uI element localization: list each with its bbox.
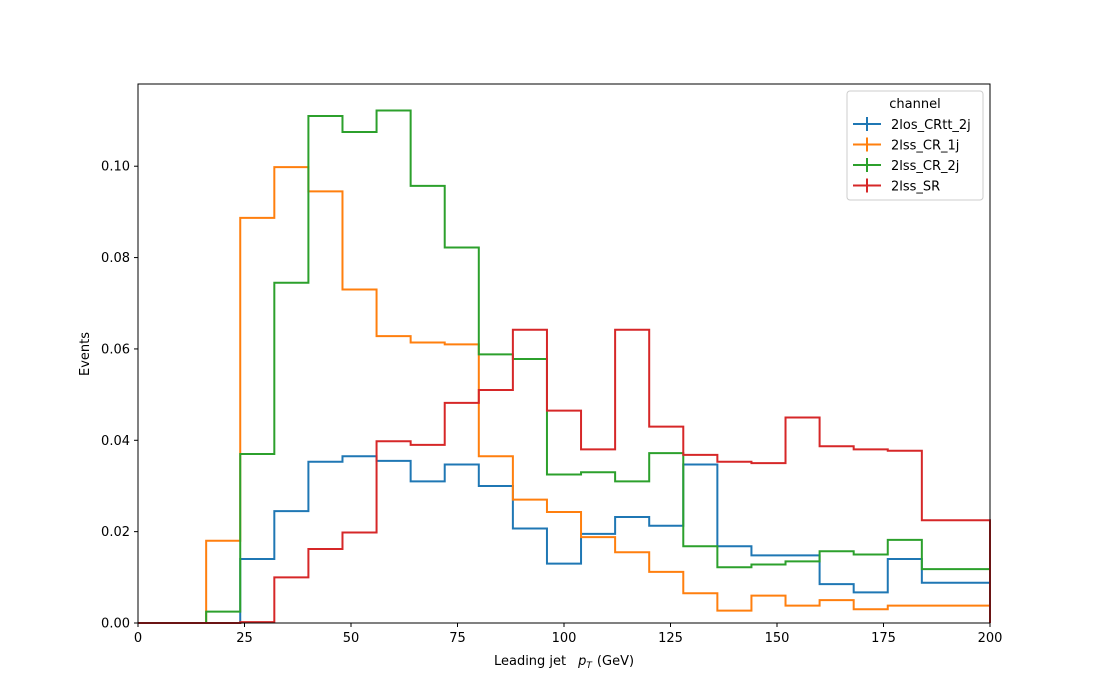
y-axis-ticks: 0.00 0.02 0.04 0.06 0.08 0.10: [101, 160, 138, 632]
x-tick-label: 50: [343, 631, 360, 646]
series-line-2lss_SR: [138, 328, 991, 624]
series-line-2lss_CR_2j: [138, 109, 991, 624]
x-tick-label: 150: [765, 631, 790, 646]
legend-label: 2lss_CR_1j: [891, 139, 959, 154]
x-axis-label-text: Leading jet: [494, 654, 566, 669]
y-tick-label: 0.00: [101, 617, 130, 632]
legend-label: 2lss_SR: [891, 180, 940, 195]
legend-title: channel: [889, 97, 940, 112]
x-axis-label: Leading jet pT (GeV): [494, 654, 634, 671]
series-line-2lss_CR_1j: [138, 166, 991, 624]
x-axis-label-subscript: T: [586, 661, 593, 671]
legend-entry-2lss_CR_1j: 2lss_CR_1j: [853, 137, 959, 154]
y-tick-label: 0.10: [101, 160, 130, 175]
x-tick-label: 175: [871, 631, 896, 646]
y-tick-label: 0.02: [101, 525, 130, 540]
legend: channel 2los_CRtt_2j 2lss_CR_1j 2lss_CR_2j…: [846, 90, 984, 201]
x-axis-ticks: 0 25 50 75 100 125 150 175 200: [134, 623, 1003, 646]
x-tick-label: 100: [552, 631, 577, 646]
legend-entries: 2los_CRtt_2j 2lss_CR_1j 2lss_CR_2j 2lss_SR: [853, 117, 971, 195]
legend-entry-2los_CRtt_2j: 2los_CRtt_2j: [853, 117, 971, 133]
y-tick-label: 0.06: [101, 342, 130, 357]
x-tick-label: 75: [449, 631, 466, 646]
legend-box: [846, 90, 984, 201]
legend-label: 2lss_CR_2j: [891, 159, 959, 174]
legend-label: 2los_CRtt_2j: [891, 118, 971, 133]
x-tick-label: 0: [134, 631, 142, 646]
x-axis-label-symbol: p: [577, 654, 586, 669]
x-tick-label: 200: [978, 631, 1003, 646]
series-line-2los_CRtt_2j: [138, 455, 991, 624]
series-layer: [138, 109, 991, 624]
y-tick-label: 0.08: [101, 251, 130, 266]
x-tick-label: 25: [236, 631, 253, 646]
x-tick-label: 125: [658, 631, 683, 646]
y-axis-label: Events: [78, 332, 93, 376]
y-tick-label: 0.04: [101, 434, 130, 449]
x-axis-label-unit: (GeV): [597, 654, 634, 669]
legend-entry-2lss_SR: 2lss_SR: [853, 178, 940, 195]
legend-entry-2lss_CR_2j: 2lss_CR_2j: [853, 158, 959, 174]
